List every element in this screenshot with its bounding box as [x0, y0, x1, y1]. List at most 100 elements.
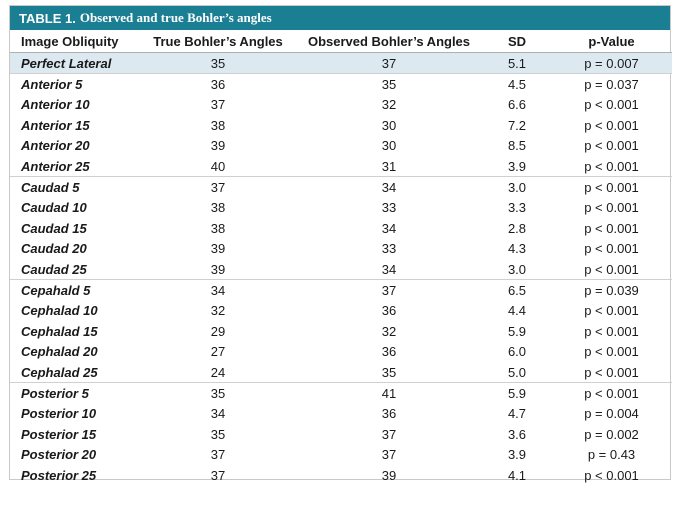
cell-true-angle: 39	[141, 258, 295, 281]
cell-observed-angle: 31	[295, 155, 483, 178]
cell-obliquity: Caudad 5	[21, 180, 80, 196]
cell-sd: 4.3	[507, 241, 527, 257]
cell-observed-angle: 36	[381, 406, 397, 422]
cell-observed-angle: 39	[381, 467, 397, 483]
cell-true-angle: 27	[210, 344, 226, 360]
cell-true-angle: 37	[210, 467, 226, 483]
cell-true-angle: 37	[210, 180, 226, 196]
cell-p-value: p < 0.001	[584, 138, 639, 154]
cell-true-angle: 39	[210, 241, 226, 257]
table-row: Posterior 15 35 37 3.6 p = 0.002	[10, 424, 672, 444]
cell-true-angle: 40	[141, 155, 295, 178]
table-row: Anterior 20 39 30 8.5 p < 0.001	[10, 136, 672, 156]
cell-observed-angle: 30	[381, 117, 397, 133]
cell-sd: 3.3	[507, 200, 527, 216]
cell-obliquity: Cephalad 10	[21, 303, 98, 319]
cell-obliquity: Cephalad 20	[21, 344, 98, 360]
cell-observed-angle: 37	[295, 52, 483, 75]
table-body: Perfect Lateral 35 37 5.1 p = 0.007 Anterior …	[10, 52, 672, 486]
cell-p-value: p < 0.001	[584, 200, 639, 216]
table-row: Posterior 20 37 37 3.9 p = 0.43	[10, 444, 672, 464]
cell-observed-angle: 36	[381, 303, 397, 319]
cell-sd: 6.0	[507, 344, 527, 360]
cell-observed-angle: 33	[381, 200, 397, 216]
cell-obliquity: Posterior 20	[21, 447, 97, 463]
table-row: Cephalad 10 32 36 4.4 p < 0.001	[10, 301, 672, 321]
table-header-row: Image Obliquity True Bohler’s Angles Obs…	[10, 30, 672, 53]
cell-observed-angle: 37	[381, 282, 397, 298]
cell-sd: 5.9	[507, 323, 527, 339]
cell-observed-angle: 37	[381, 426, 397, 442]
cell-p-value: p = 0.039	[584, 282, 639, 298]
cell-obliquity: Anterior 20	[21, 138, 90, 154]
cell-p-value: p < 0.001	[584, 180, 639, 196]
column-header-sd: SD	[483, 30, 551, 53]
cell-p-value: p = 0.004	[584, 406, 639, 422]
cell-p-value: p < 0.001	[584, 220, 639, 236]
cell-sd: 7.2	[507, 117, 527, 133]
cell-observed-angle: 34	[381, 180, 397, 196]
cell-sd: 6.6	[507, 97, 527, 113]
cell-obliquity: Posterior 5	[21, 385, 89, 401]
cell-p-value: p < 0.001	[584, 467, 639, 483]
cell-p-value: p = 0.007	[551, 52, 672, 75]
cell-obliquity: Perfect Lateral	[10, 52, 141, 75]
table-row: Anterior 10 37 32 6.6 p < 0.001	[10, 95, 672, 115]
cell-true-angle: 37	[210, 447, 226, 463]
cell-true-angle: 39	[210, 138, 226, 154]
cell-obliquity: Anterior 10	[21, 97, 90, 113]
cell-sd: 4.5	[507, 77, 527, 93]
data-table: TABLE 1. Observed and true Bohler’s angl…	[9, 5, 672, 483]
table-row: Posterior 25 37 39 4.1 p < 0.001	[10, 465, 672, 485]
cell-obliquity: Anterior 15	[21, 117, 90, 133]
cell-true-angle: 38	[210, 200, 226, 216]
table-row: Posterior 5 35 41 5.9 p < 0.001	[10, 383, 672, 404]
cell-p-value: p = 0.002	[584, 426, 639, 442]
table-row: Cephalad 20 27 36 6.0 p < 0.001	[10, 341, 672, 361]
cell-observed-angle: 34	[381, 220, 397, 236]
table-row: Caudad 20 39 33 4.3 p < 0.001	[10, 239, 672, 259]
cell-sd: 5.0	[483, 361, 551, 384]
cell-sd: 6.5	[507, 282, 527, 298]
cell-observed-angle: 35	[381, 77, 397, 93]
cell-obliquity: Anterior 25	[10, 155, 141, 178]
cell-sd: 8.5	[507, 138, 527, 154]
cell-true-angle: 38	[210, 117, 226, 133]
column-header-observed-angle: Observed Bohler’s Angles	[295, 30, 483, 53]
cell-observed-angle: 34	[295, 258, 483, 281]
column-header-p-value: p-Value	[551, 30, 672, 53]
cell-p-value: p < 0.001	[551, 258, 672, 281]
cell-true-angle: 32	[210, 303, 226, 319]
cell-observed-angle: 37	[381, 447, 397, 463]
column-header-true-angle: True Bohler’s Angles	[141, 30, 295, 53]
cell-sd: 5.1	[483, 52, 551, 75]
cell-p-value: p = 0.037	[584, 77, 639, 93]
table-title-label: TABLE 1.	[19, 10, 76, 26]
cell-sd: 5.9	[507, 385, 527, 401]
cell-true-angle: 35	[210, 385, 226, 401]
bohler-angle-table: Image Obliquity True Bohler’s Angles Obs…	[10, 30, 672, 485]
table-row: Caudad 10 38 33 3.3 p < 0.001	[10, 198, 672, 218]
cell-p-value: p < 0.001	[584, 385, 639, 401]
cell-p-value: p < 0.001	[584, 344, 639, 360]
cell-observed-angle: 33	[381, 241, 397, 257]
cell-p-value: p = 0.43	[587, 447, 636, 463]
cell-obliquity: Posterior 25	[21, 467, 97, 483]
cell-true-angle: 37	[210, 97, 226, 113]
cell-sd: 3.6	[507, 426, 527, 442]
table-row: Anterior 25 40 31 3.9 p < 0.001	[10, 155, 672, 178]
cell-obliquity: Cepahald 5	[21, 282, 91, 298]
cell-sd: 3.9	[507, 447, 527, 463]
cell-obliquity: Posterior 10	[21, 406, 97, 422]
table-row: Caudad 25 39 34 3.0 p < 0.001	[10, 258, 672, 281]
table-title: Observed and true Bohler’s angles	[79, 10, 272, 25]
cell-observed-angle: 36	[381, 344, 397, 360]
table-row: Posterior 10 34 36 4.7 p = 0.004	[10, 404, 672, 424]
cell-true-angle: 36	[210, 77, 226, 93]
cell-p-value: p < 0.001	[551, 361, 672, 384]
cell-sd: 3.0	[507, 180, 527, 196]
cell-true-angle: 35	[141, 52, 295, 75]
cell-p-value: p < 0.001	[584, 323, 639, 339]
table-row: Caudad 5 37 34 3.0 p < 0.001	[10, 177, 672, 198]
cell-sd: 2.8	[507, 220, 527, 236]
